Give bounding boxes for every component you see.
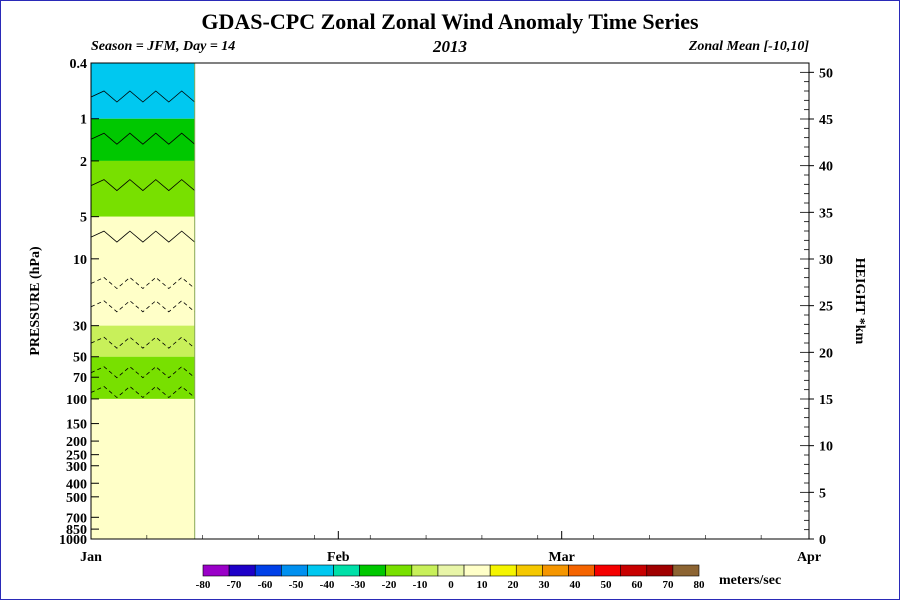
- field-band: [91, 258, 195, 326]
- colorbar-swatch: [228, 564, 256, 577]
- y-tick-label: 10: [73, 253, 87, 268]
- y2-tick-label: 20: [819, 346, 833, 361]
- colorbar-label: 60: [632, 579, 644, 591]
- contour-line: [90, 276, 195, 290]
- colorbar-swatch: [620, 564, 648, 577]
- y-tick-label: 700: [66, 511, 87, 526]
- y-tick-label: 70: [73, 371, 87, 386]
- colorbar-label: -80: [196, 579, 211, 591]
- y-tick-label: 500: [66, 491, 87, 506]
- colorbar-label: -20: [382, 579, 397, 591]
- colorbar-label: 80: [694, 579, 706, 591]
- y-tick-label: 300: [66, 460, 87, 475]
- colorbar-swatch: [515, 564, 543, 577]
- y-tick-label: 30: [73, 320, 87, 335]
- x-tick-label: Jan: [80, 550, 102, 565]
- colorbar-swatch: [385, 564, 413, 577]
- y-tick-label: 1: [80, 113, 87, 128]
- year-label: 2013: [433, 37, 467, 56]
- colorbar-swatch: [568, 564, 595, 577]
- contour-line: [90, 366, 195, 379]
- y2-tick-label: 5: [819, 486, 826, 501]
- y2-tick-label: 30: [819, 253, 833, 268]
- colorbar-swatch: [281, 564, 308, 577]
- colorbar-label: 30: [539, 579, 551, 591]
- colorbar-swatch: [542, 564, 569, 577]
- y-tick-label: 850: [66, 523, 87, 538]
- y-tick-label: 150: [66, 418, 87, 433]
- axes: 0.41251030507010015020025030040050070085…: [59, 57, 833, 565]
- y2-tick-label: 40: [819, 160, 833, 175]
- field-band: [91, 118, 195, 161]
- y-tick-label: 200: [66, 435, 87, 450]
- colorbar-label: -40: [320, 579, 335, 591]
- colorbar-units: meters/sec: [719, 573, 782, 588]
- field-band: [91, 63, 195, 119]
- x-tick-label: Feb: [327, 550, 350, 565]
- contour-line: [90, 300, 195, 313]
- colorbar-label: -60: [258, 579, 273, 591]
- colorbar-swatch: [307, 564, 334, 577]
- colorbar: -80 -70 -60 -50 -40 -30 -20 -10 0 10 20 30 40 50 60 70 8…: [196, 564, 706, 591]
- y-tick-label: 1000: [59, 533, 87, 548]
- y-tick-label: 100: [66, 393, 87, 408]
- y2-tick-label: 45: [819, 113, 833, 128]
- x-tick-label: Apr: [797, 550, 821, 565]
- colorbar-swatch: [333, 564, 360, 577]
- field-band: [91, 325, 195, 357]
- colorbar-label: -70: [227, 579, 242, 591]
- field-band: [91, 216, 195, 259]
- colorbar-label: 50: [601, 579, 613, 591]
- y-tick-label: 0.4: [70, 57, 88, 72]
- colorbar-label: -50: [289, 579, 304, 591]
- contour-line: [90, 90, 195, 103]
- season-label: Season = JFM, Day = 14: [91, 39, 236, 54]
- anomaly-field: [90, 63, 196, 539]
- field-band: [91, 160, 195, 217]
- colorbar-swatch: [411, 564, 439, 577]
- colorbar-label: 20: [508, 579, 520, 591]
- y-tick-label: 2: [80, 155, 87, 170]
- field-band: [91, 398, 195, 539]
- y2-tick-label: 15: [819, 393, 833, 408]
- contour-line: [90, 132, 195, 145]
- colorbar-label: 40: [570, 579, 582, 591]
- y2-tick-label: 25: [819, 300, 833, 315]
- colorbar-swatch: [672, 564, 700, 577]
- colorbar-label: 10: [477, 579, 489, 591]
- colorbar-label: -10: [413, 579, 428, 591]
- y2-tick-label: 10: [819, 440, 833, 455]
- y2-tick-label: 35: [819, 206, 833, 221]
- colorbar-swatch: [437, 564, 465, 577]
- x-tick-label: Mar: [548, 550, 574, 565]
- chart-title: GDAS-CPC Zonal Zonal Wind Anomaly Time S…: [201, 9, 699, 34]
- colorbar-label: 70: [663, 579, 675, 591]
- y-tick-label: 5: [80, 211, 87, 226]
- y2-tick-label: 50: [819, 66, 833, 81]
- colorbar-swatch: [359, 564, 387, 577]
- contour-line: [90, 230, 195, 243]
- contour-line: [90, 385, 195, 399]
- y2-tick-label: 0: [819, 533, 826, 548]
- y-tick-label: 400: [66, 477, 87, 492]
- y-tick-label: 50: [73, 351, 87, 366]
- colorbar-swatch: [202, 564, 230, 577]
- colorbar-swatch: [489, 564, 517, 577]
- colorbar-label: 0: [448, 579, 454, 591]
- contour-line: [90, 336, 195, 349]
- colorbar-swatch: [254, 564, 282, 577]
- contour-line: [90, 179, 195, 192]
- plot-border: [90, 62, 810, 540]
- y-tick-label: 250: [66, 449, 87, 464]
- colorbar-swatch: [463, 564, 491, 577]
- colorbar-label: -30: [351, 579, 366, 591]
- colorbar-swatch: [594, 564, 621, 577]
- zonal-mean-label: Zonal Mean [-10,10]: [688, 39, 809, 54]
- colorbar-swatch: [646, 564, 674, 577]
